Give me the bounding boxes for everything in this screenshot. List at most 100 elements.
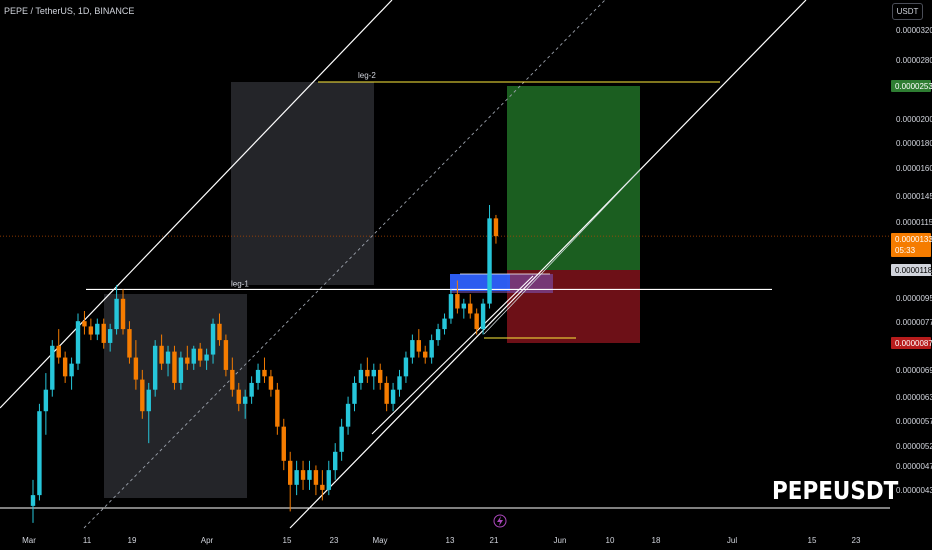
candle-body [82,321,87,327]
candle [236,382,241,412]
candle-body [275,389,280,427]
candle-body [185,357,190,364]
candle-body [339,426,344,452]
currency-button[interactable]: USDT [892,3,923,20]
candle-body [429,340,434,358]
candle [423,345,428,364]
entry-price-label: 0.00001186 [895,266,932,275]
candle [416,329,421,358]
candle [159,334,164,370]
candle [345,396,351,435]
candle-body [133,357,139,380]
candle-body [313,470,319,485]
candle-body [242,396,248,404]
candle-body [230,369,235,390]
candle [75,313,81,370]
x-tick-label: 23 [330,536,339,545]
candle [403,351,409,383]
candle [249,376,254,404]
candle [230,357,235,397]
candle [480,298,486,335]
candle [493,214,499,244]
candle-body [197,348,203,361]
candle [474,308,479,335]
candle [197,342,203,367]
candle [62,351,68,383]
candle-body [217,323,222,341]
candle-body [50,345,55,390]
candle-body [397,376,402,390]
candle-body [172,351,177,383]
candle-body [307,470,312,480]
candle [384,376,389,412]
candle [294,460,299,496]
x-tick-label: 13 [446,536,455,545]
candle-body [210,323,216,355]
candle-body [300,470,306,480]
candle [313,465,319,496]
candle [397,369,402,397]
candle [120,289,126,335]
candle [255,363,261,390]
target-price-label-bg [891,80,931,92]
candle-body [474,313,479,330]
candle-body [281,426,286,461]
candle [204,348,209,370]
candle-body [403,357,409,377]
candle-body [371,369,376,377]
lightning-icon [493,514,507,528]
candle [95,318,100,341]
candle [191,345,196,370]
candle-body [378,369,383,383]
candle [107,323,113,352]
x-tick-label: 15 [283,536,292,545]
candle [352,376,357,412]
candle-body [30,495,36,506]
candle [333,443,338,480]
candle-body [262,369,267,377]
candle-body [410,340,415,358]
candle [288,451,293,512]
candle-body [140,379,145,412]
candle [242,389,248,419]
leg2-zone-box [231,82,374,285]
leg1-label: leg-1 [231,279,249,288]
candle [185,345,190,370]
x-tick-label: 21 [490,536,499,545]
candle-body [352,382,357,404]
stop-price-label: 0.00000872 [895,339,932,348]
candle [307,460,312,490]
candle-body [56,345,61,358]
candle-body [255,369,261,383]
candle [455,280,460,314]
stop-price-label-bg [891,337,931,349]
candle [133,340,139,390]
candle [268,369,274,397]
candle [210,318,216,364]
candle [50,340,55,397]
candle-body [358,369,364,383]
x-tick-label: 11 [83,536,92,545]
candle [37,403,42,501]
candle-body [365,369,370,377]
candle-body [326,470,331,490]
x-tick-label: 19 [128,536,137,545]
candle-body [127,329,132,358]
candle [275,382,280,435]
candle [223,334,229,377]
upper-channel-line-1 [0,0,393,409]
x-tick-label: 10 [606,536,615,545]
x-tick-label: Jun [554,536,567,545]
target-price-label: 0.00002532 [895,82,932,91]
candle-body [107,329,113,343]
x-tick-label: Apr [201,536,214,545]
